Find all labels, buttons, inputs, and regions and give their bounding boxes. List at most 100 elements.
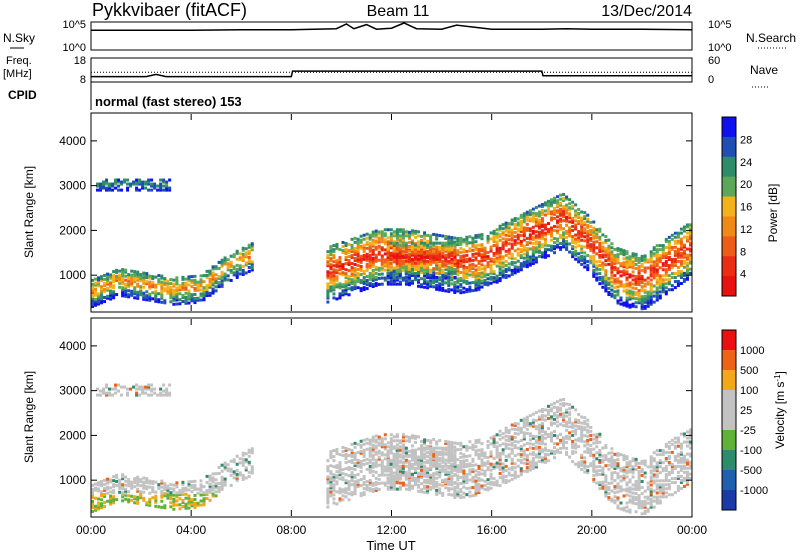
power-cell xyxy=(447,245,451,249)
power-cell xyxy=(441,259,445,263)
power-cell xyxy=(401,251,405,255)
power-cell xyxy=(453,251,457,255)
velocity-cell xyxy=(202,493,206,497)
power-cell xyxy=(580,254,584,258)
power-cell xyxy=(468,241,472,245)
power-cell xyxy=(453,236,457,240)
power-cell xyxy=(96,188,100,192)
power-cell xyxy=(646,294,650,298)
power-cell xyxy=(465,257,469,261)
power-cell xyxy=(169,288,173,292)
velocity-cell xyxy=(495,441,499,445)
velocity-cell xyxy=(543,452,547,456)
power-cell xyxy=(410,269,414,273)
power-cell xyxy=(522,248,526,252)
power-cell xyxy=(94,299,98,303)
velocity-cell xyxy=(456,494,460,498)
velocity-cell xyxy=(359,439,363,443)
power-cell xyxy=(501,237,505,241)
velocity-cell xyxy=(474,453,478,457)
velocity-cell xyxy=(462,471,466,475)
velocity-cell xyxy=(401,473,405,477)
velocity-cell xyxy=(353,441,357,445)
power-cell xyxy=(159,182,163,186)
velocity-cell xyxy=(580,433,584,437)
power-cell xyxy=(94,281,98,285)
velocity-cell xyxy=(108,393,112,397)
velocity-cell xyxy=(401,481,405,485)
velocity-cell xyxy=(374,482,378,486)
power-cell xyxy=(127,279,131,283)
power-cell xyxy=(329,273,333,277)
power-cell xyxy=(435,247,439,251)
power-cell xyxy=(133,280,137,284)
power-cell xyxy=(537,220,541,224)
power-cell xyxy=(130,291,134,295)
power-cell xyxy=(537,244,541,248)
power-cell xyxy=(631,274,635,278)
velocity-cell xyxy=(444,468,448,472)
velocity-cell xyxy=(516,422,520,426)
power-cell xyxy=(640,299,644,303)
power-cell xyxy=(235,269,239,273)
power-cell xyxy=(413,251,417,255)
power-cell xyxy=(91,303,94,307)
power-cell xyxy=(126,178,130,182)
velocity-cell xyxy=(407,435,411,439)
power-cell xyxy=(438,245,442,249)
power-cell xyxy=(607,278,611,282)
velocity-cell xyxy=(586,438,590,442)
power-cell xyxy=(622,269,626,273)
velocity-cell xyxy=(329,490,333,494)
velocity-cell xyxy=(438,489,442,493)
power-cell xyxy=(607,246,611,250)
velocity-cell xyxy=(103,488,107,492)
velocity-cell xyxy=(335,482,339,486)
power-cell xyxy=(459,250,463,254)
power-cell xyxy=(574,219,578,223)
power-cell xyxy=(438,254,442,258)
power-cell xyxy=(568,214,572,218)
velocity-cell xyxy=(465,458,469,462)
power-cell xyxy=(148,294,152,298)
power-cell xyxy=(601,261,605,265)
velocity-cell xyxy=(586,424,590,428)
velocity-cell xyxy=(438,483,442,487)
power-cell xyxy=(474,274,478,278)
power-cell xyxy=(655,290,659,294)
power-cell xyxy=(619,264,623,268)
velocity-cell xyxy=(483,453,487,457)
velocity-cell xyxy=(562,444,566,448)
velocity-cell xyxy=(456,492,460,496)
power-cell xyxy=(589,232,593,236)
power-cell xyxy=(413,261,417,265)
power-cell xyxy=(181,281,185,285)
velocity-cell xyxy=(610,497,614,501)
power-cell xyxy=(423,237,427,241)
power-cell xyxy=(356,253,360,257)
velocity-cell xyxy=(589,450,593,454)
power-cell xyxy=(401,255,405,259)
power-cell xyxy=(141,180,145,184)
velocity-cell xyxy=(607,487,611,491)
velocity-cell xyxy=(365,486,369,490)
velocity-cell xyxy=(389,437,393,441)
power-cell xyxy=(232,265,236,269)
power-cell xyxy=(498,228,502,232)
velocity-cell xyxy=(235,476,239,480)
velocity-cell xyxy=(359,459,363,463)
power-cell xyxy=(649,258,653,262)
power-cell xyxy=(211,281,215,285)
power-cell xyxy=(175,276,179,280)
power-cell xyxy=(673,239,677,243)
power-cell xyxy=(208,273,212,277)
velocity-cell xyxy=(332,465,336,469)
power-cell xyxy=(187,279,191,283)
power-cell xyxy=(100,295,104,299)
velocity-cell xyxy=(145,485,149,489)
velocity-cell xyxy=(510,451,514,455)
power-cell xyxy=(429,251,433,255)
power-cell xyxy=(571,224,575,228)
power-cell xyxy=(619,252,623,256)
power-cell xyxy=(386,257,390,261)
